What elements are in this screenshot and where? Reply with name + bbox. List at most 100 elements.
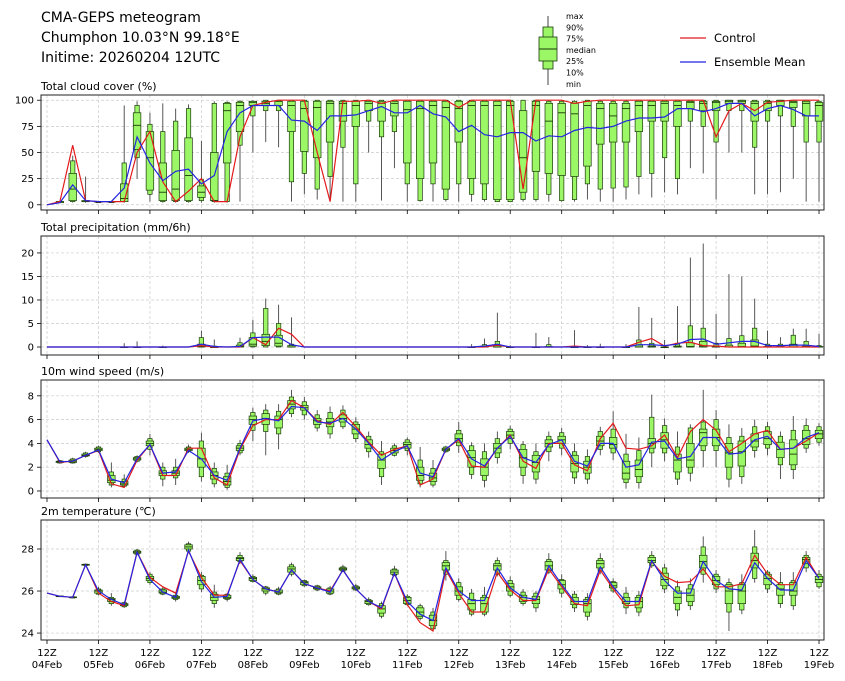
ensemble-box (750, 298, 759, 348)
box-p25-p75 (390, 100, 399, 117)
ensemble-box (686, 424, 695, 482)
ensemble-box (802, 418, 811, 453)
box-p25-p75 (544, 103, 553, 174)
ensemble-box (248, 319, 258, 348)
box-p25-p75 (634, 100, 644, 132)
panel-title: Total cloud cover (%) (40, 80, 157, 93)
box-p10-p90 (713, 99, 719, 143)
panel-title: 10m wind speed (m/s) (41, 365, 164, 378)
box-p25-p75 (467, 599, 476, 611)
ensemble-box (596, 426, 605, 456)
box-p25-p75 (711, 100, 721, 112)
ensemble-box (248, 100, 258, 153)
y-tick-label: 24 (21, 629, 34, 640)
box-legend-label: max (566, 12, 584, 21)
ensemble-box (467, 588, 476, 617)
x-tick-hour: 12Z (449, 648, 469, 659)
ensemble-box (467, 99, 476, 202)
box-p25-p75 (724, 584, 734, 604)
ensemble-box (583, 99, 592, 200)
ensemble-box (441, 99, 451, 202)
box-p25-p75 (608, 582, 618, 589)
y-tick-label: 28 (21, 545, 34, 556)
box-p10-p90 (649, 416, 655, 454)
box-p25-p75 (570, 103, 579, 177)
ensemble-box (699, 389, 708, 468)
box-legend: max 90% 75% median 25% 10% min (538, 12, 596, 89)
box-p25-p75 (197, 185, 206, 198)
ensemble-box (596, 100, 605, 202)
x-tick-hour: 12Z (397, 648, 417, 659)
y-tick-label: 75 (21, 122, 34, 133)
x-tick-hour: 12Z (140, 648, 160, 659)
x-tick-date: 05Feb (83, 660, 113, 671)
ensemble-box (261, 404, 270, 456)
ensemble-box (621, 100, 631, 200)
ensemble-box (608, 100, 618, 202)
initime-label: Initime: 20260204 12UTC (41, 50, 220, 66)
ensemble-box (737, 99, 746, 153)
y-tick-label: 10 (21, 295, 34, 306)
box-p25-p75 (608, 103, 618, 143)
ensemble-box (210, 101, 219, 203)
y-tick-label: 0 (28, 343, 34, 354)
plot-frame (40, 235, 825, 356)
box-p25-p75 (415, 100, 425, 179)
y-tick-label: 6 (28, 415, 34, 426)
ensemble-box (621, 433, 631, 489)
y-tick-label: 20 (21, 248, 34, 259)
x-tick-date: 08Feb (238, 660, 268, 671)
box-p10-p90 (597, 100, 603, 190)
control-line (46, 399, 820, 489)
ensemble-box (711, 99, 721, 200)
ensemble-box (724, 274, 734, 348)
box-legend-label: 10% (566, 69, 584, 78)
ensemble-box (171, 108, 180, 203)
ensemble-box (789, 416, 798, 480)
box-p25-p75 (763, 431, 772, 445)
box-p25-p75 (789, 439, 798, 466)
box-p25-p75 (171, 150, 180, 201)
box-p25-p75 (377, 453, 386, 469)
ensemble-mean-line (46, 548, 820, 622)
panel-title: Total precipitation (mm/6h) (40, 221, 191, 234)
box-p25-p75 (325, 100, 335, 143)
ensemble-box (814, 100, 824, 202)
ensemble-box (287, 389, 296, 418)
box-p25-p75 (531, 454, 541, 473)
x-tick-hour: 12Z (243, 648, 263, 659)
box-legend-label: 90% (566, 23, 584, 32)
y-tick-label: 8 (28, 391, 34, 402)
ensemble-box (377, 99, 386, 201)
ensemble-box (544, 337, 553, 348)
box-p25-p75 (814, 101, 824, 122)
ensemble-box (763, 99, 772, 195)
ensemble-box (210, 584, 219, 608)
x-tick-hour: 12Z (500, 648, 520, 659)
ensemble-box (274, 404, 283, 450)
y-tick-label: 4 (28, 439, 34, 450)
y-tick-label: 15 (21, 272, 34, 283)
ensemble-box (686, 257, 695, 348)
ensemble-box (68, 155, 77, 203)
ensemble-box (737, 427, 746, 484)
ensemble-box (428, 99, 438, 202)
ensemble-box (415, 99, 425, 202)
control-line (46, 549, 820, 632)
x-tick-date: 19Feb (804, 660, 834, 671)
ensemble-box (132, 101, 142, 179)
plot-frame (40, 519, 825, 641)
ensemble-box (158, 103, 167, 203)
x-tick-date: 17Feb (701, 660, 731, 671)
y-tick-label: 2 (28, 463, 34, 474)
y-tick-label: 50 (21, 148, 34, 159)
x-tick-hour: 12Z (655, 648, 675, 659)
x-tick-date: 04Feb (32, 660, 62, 671)
ensemble-box (493, 312, 502, 348)
x-tick-date: 18Feb (752, 660, 782, 671)
ensemble-box (570, 330, 579, 348)
box-legend-label: 25% (566, 57, 584, 66)
ensemble-box (390, 99, 399, 169)
y-tick-label: 25 (21, 174, 34, 185)
ensemble-box (673, 99, 682, 195)
